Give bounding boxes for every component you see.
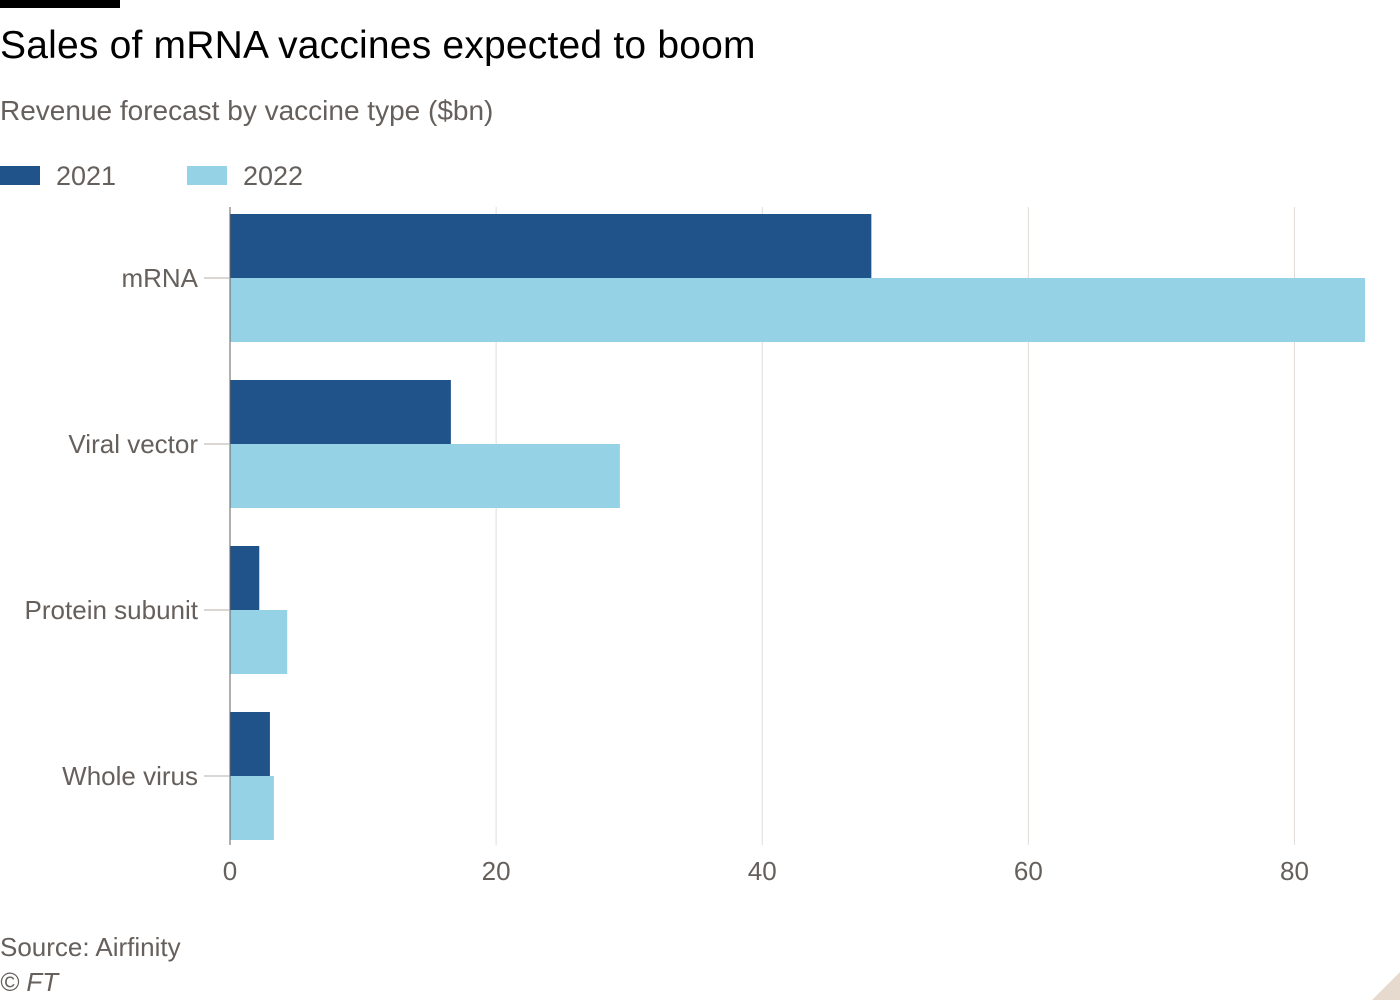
x-tick-label-60: 60 xyxy=(1014,856,1043,886)
chart-title: Sales of mRNA vaccines expected to boom xyxy=(0,24,756,67)
legend: 2021 2022 xyxy=(0,158,500,194)
legend-label-2021: 2021 xyxy=(56,161,117,191)
x-tick-label-0: 0 xyxy=(223,856,237,886)
copyright-credit: © FT xyxy=(0,967,59,997)
bar-protein-subunit-2022 xyxy=(230,610,288,674)
x-tick-label-80: 80 xyxy=(1280,856,1309,886)
chart-subtitle: Revenue forecast by vaccine type ($bn) xyxy=(0,95,494,126)
category-label-mrna: mRNA xyxy=(121,263,198,293)
x-tick-label-20: 20 xyxy=(482,856,511,886)
source-note: Source: Airfinity xyxy=(0,932,181,962)
bar-whole-virus-2022 xyxy=(230,776,274,840)
legend-swatch-2022 xyxy=(187,166,227,185)
bar-mrna-2021 xyxy=(230,214,872,278)
bar-viral-vector-2022 xyxy=(230,444,620,508)
bar-mrna-2022 xyxy=(230,278,1365,342)
top-rule xyxy=(0,0,120,8)
bar-whole-virus-2021 xyxy=(230,712,270,776)
legend-swatch-2021 xyxy=(0,166,40,185)
legend-label-2022: 2022 xyxy=(243,161,304,191)
category-label-viral-vector: Viral vector xyxy=(68,429,198,459)
corner-mark xyxy=(1372,972,1400,1000)
category-label-protein-subunit: Protein subunit xyxy=(25,595,199,625)
category-label-whole-virus: Whole virus xyxy=(62,761,198,791)
bar-protein-subunit-2021 xyxy=(230,546,260,610)
x-tick-label-40: 40 xyxy=(748,856,777,886)
bar-viral-vector-2021 xyxy=(230,380,451,444)
bar-chart: mRNA Viral vector Protein subunit Whole vir… xyxy=(25,207,1365,886)
